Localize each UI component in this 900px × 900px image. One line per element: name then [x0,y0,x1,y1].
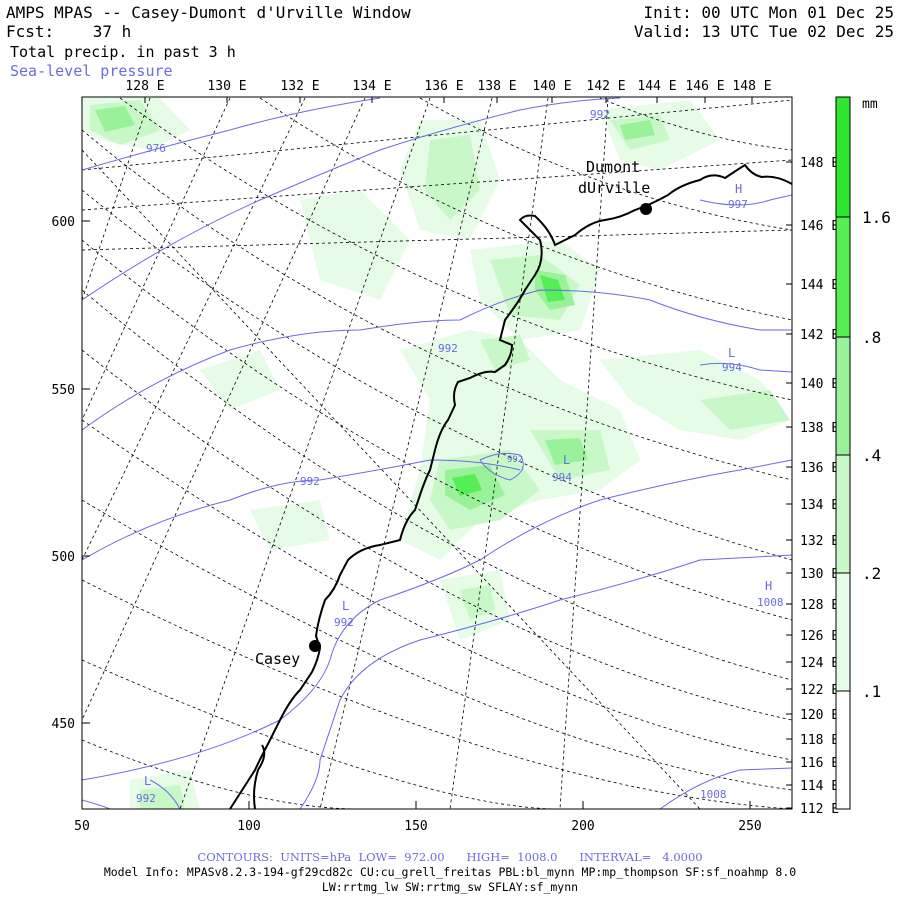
pressure-center: L [563,453,570,467]
isobar-label: 992 [438,342,458,355]
station-label-durville: dUrville [578,179,650,197]
model-info-line2: LW:rrtmg_lw SW:rrtmg_sw SFLAY:sf_mynn [321,880,579,894]
isobar-label: 997 [728,198,748,211]
pressure-center: L [728,346,735,360]
top-lon-label: 138 E [477,79,516,94]
right-lon-label: 136 E [800,461,839,476]
field-label-precip: Total precip. in past 3 h [10,43,236,61]
right-lon-label: 134 E [800,498,839,513]
right-lon-label: 112 E [800,802,839,817]
pressure-center: H [765,579,772,593]
top-longitude-labels: 128 E 130 E 132 E 134 E 136 E 138 E 140 E 142 E… [125,79,772,103]
field-label-slp: Sea-level pressure [10,62,173,80]
top-lon-label: 140 E [532,79,571,94]
station-casey: Casey [255,640,321,668]
pressure-center: L [342,599,349,613]
right-lon-label: 142 E [800,328,839,343]
right-lon-label: 128 E [800,598,839,613]
top-lon-label: 142 E [586,79,625,94]
colorbar: mm 1.6 .8 .4 .2 .1 [835,96,891,810]
plot-frame [81,96,793,810]
pressure-center: L [144,774,151,788]
isobar-label: 1008 [700,788,727,801]
right-lon-label: 118 E [800,733,839,748]
right-lon-label: 146 E [800,219,839,234]
isobar-label: 1008 [757,596,784,609]
left-tick-label: 550 [52,383,75,398]
forecast-hour: Fcst: 37 h [6,22,132,41]
bottom-tick-label: 250 [738,819,761,834]
right-lon-label: 120 E [800,708,839,723]
right-lon-label: 130 E [800,567,839,582]
colorbar-label: .4 [862,446,881,465]
left-tick-label: 450 [52,717,75,732]
bottom-tick-label: 100 [237,819,260,834]
top-lon-label: 148 E [732,79,771,94]
station-marker [309,640,321,652]
colorbar-label: .2 [862,564,881,583]
coastline [229,163,792,809]
station-marker [640,203,652,215]
top-lon-label: 146 E [685,79,724,94]
top-lon-label: 128 E [125,79,164,94]
bottom-tick-label: 200 [571,819,594,834]
left-axis-ticks: 600 550 500 450 [52,215,90,732]
colorbar-bin-0.4 [836,337,850,455]
init-time: Init: 00 UTC Mon 01 Dec 25 [643,3,894,22]
colorbar-label: .1 [862,682,881,701]
right-lon-label: 122 E [800,683,839,698]
top-lon-label: 132 E [280,79,319,94]
isobar-label: 992 [300,475,320,488]
pressure-centers: H L L L H L [144,182,772,788]
station-label-dumont: Dumont [586,158,640,176]
colorbar-bin-0.8 [836,217,850,337]
bottom-axis-ticks: 50 100 150 200 250 [74,801,762,834]
right-lon-label: 144 E [800,278,839,293]
right-lon-label: 114 E [800,779,839,794]
isobar-label: 976 [146,142,166,155]
right-lon-label: 140 E [800,377,839,392]
left-tick-label: 500 [52,550,75,565]
precip-field [82,98,790,809]
colorbar-bin-1.6 [836,97,850,217]
pressure-center: H [735,182,742,196]
right-lon-label: 138 E [800,421,839,436]
colorbar-bin-0.1 [836,573,850,691]
station-label-casey: Casey [255,650,300,668]
colorbar-unit: mm [862,97,878,112]
isobar-label: 992 [590,108,610,121]
colorbar-label: .8 [862,328,881,347]
colorbar-label: 1.6 [862,208,891,227]
isobar-label: 994 [552,471,572,484]
station-dumont-durville: Dumont dUrville [578,158,652,215]
right-lon-label: 116 E [800,756,839,771]
isobar-label: 992 [507,455,523,465]
model-info: Model Info: MPASv8.2.3-194-gf29cd82c CU:… [103,865,797,879]
colorbar-bin-0.2 [836,455,850,573]
right-longitude-labels: 148 E 146 E 144 E 142 E 140 E 138 E 136 E 134 E… [786,156,839,817]
isobar-labels: 976 992 992 992 992 994 994 992 997 1008… [136,108,784,805]
valid-time: Valid: 13 UTC Tue 02 Dec 25 [633,22,894,41]
isobar-label: 992 [334,616,354,629]
colorbar-bin-0 [836,691,850,809]
right-lon-label: 132 E [800,534,839,549]
top-lon-label: 134 E [352,79,391,94]
bottom-tick-label: 50 [74,819,90,834]
isobar-label: 992 [136,792,156,805]
top-lon-label: 144 E [637,79,676,94]
isobar-label: 994 [722,361,742,374]
top-lon-label: 130 E [207,79,246,94]
isobars [82,97,792,809]
right-lon-label: 148 E [800,156,839,171]
bottom-tick-label: 150 [404,819,427,834]
map-title: AMPS MPAS -- Casey-Dumont d'Urville Wind… [6,3,411,22]
left-tick-label: 600 [52,215,75,230]
right-lon-label: 124 E [800,656,839,671]
right-lon-label: 126 E [800,629,839,644]
contour-info: CONTOURS: UNITS=hPa LOW= 972.00 HIGH= 10… [197,850,703,864]
top-lon-label: 136 E [424,79,463,94]
